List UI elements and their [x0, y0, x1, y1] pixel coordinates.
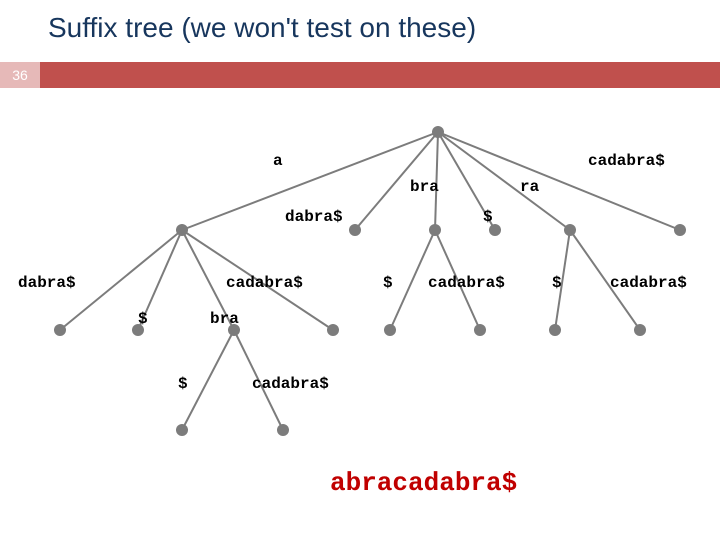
edge-label: $: [552, 274, 562, 292]
edge-label: bra: [210, 310, 239, 328]
edge-label: cadabra$: [588, 152, 665, 170]
edge-label: cadabra$: [226, 274, 303, 292]
edge-label: $: [383, 274, 393, 292]
edge-label: ra: [520, 178, 539, 196]
edge-label: $: [178, 375, 188, 393]
edge-label: $: [483, 208, 493, 226]
edge-label: cadabra$: [252, 375, 329, 393]
edge-label: cadabra$: [610, 274, 687, 292]
edge-label: bra: [410, 178, 439, 196]
edge-label: $: [138, 310, 148, 328]
edge-label: dabra$: [285, 208, 343, 226]
edge-label: a: [273, 152, 283, 170]
edge-label: dabra$: [18, 274, 76, 292]
suffix-tree: [0, 0, 720, 540]
edge-label: cadabra$: [428, 274, 505, 292]
